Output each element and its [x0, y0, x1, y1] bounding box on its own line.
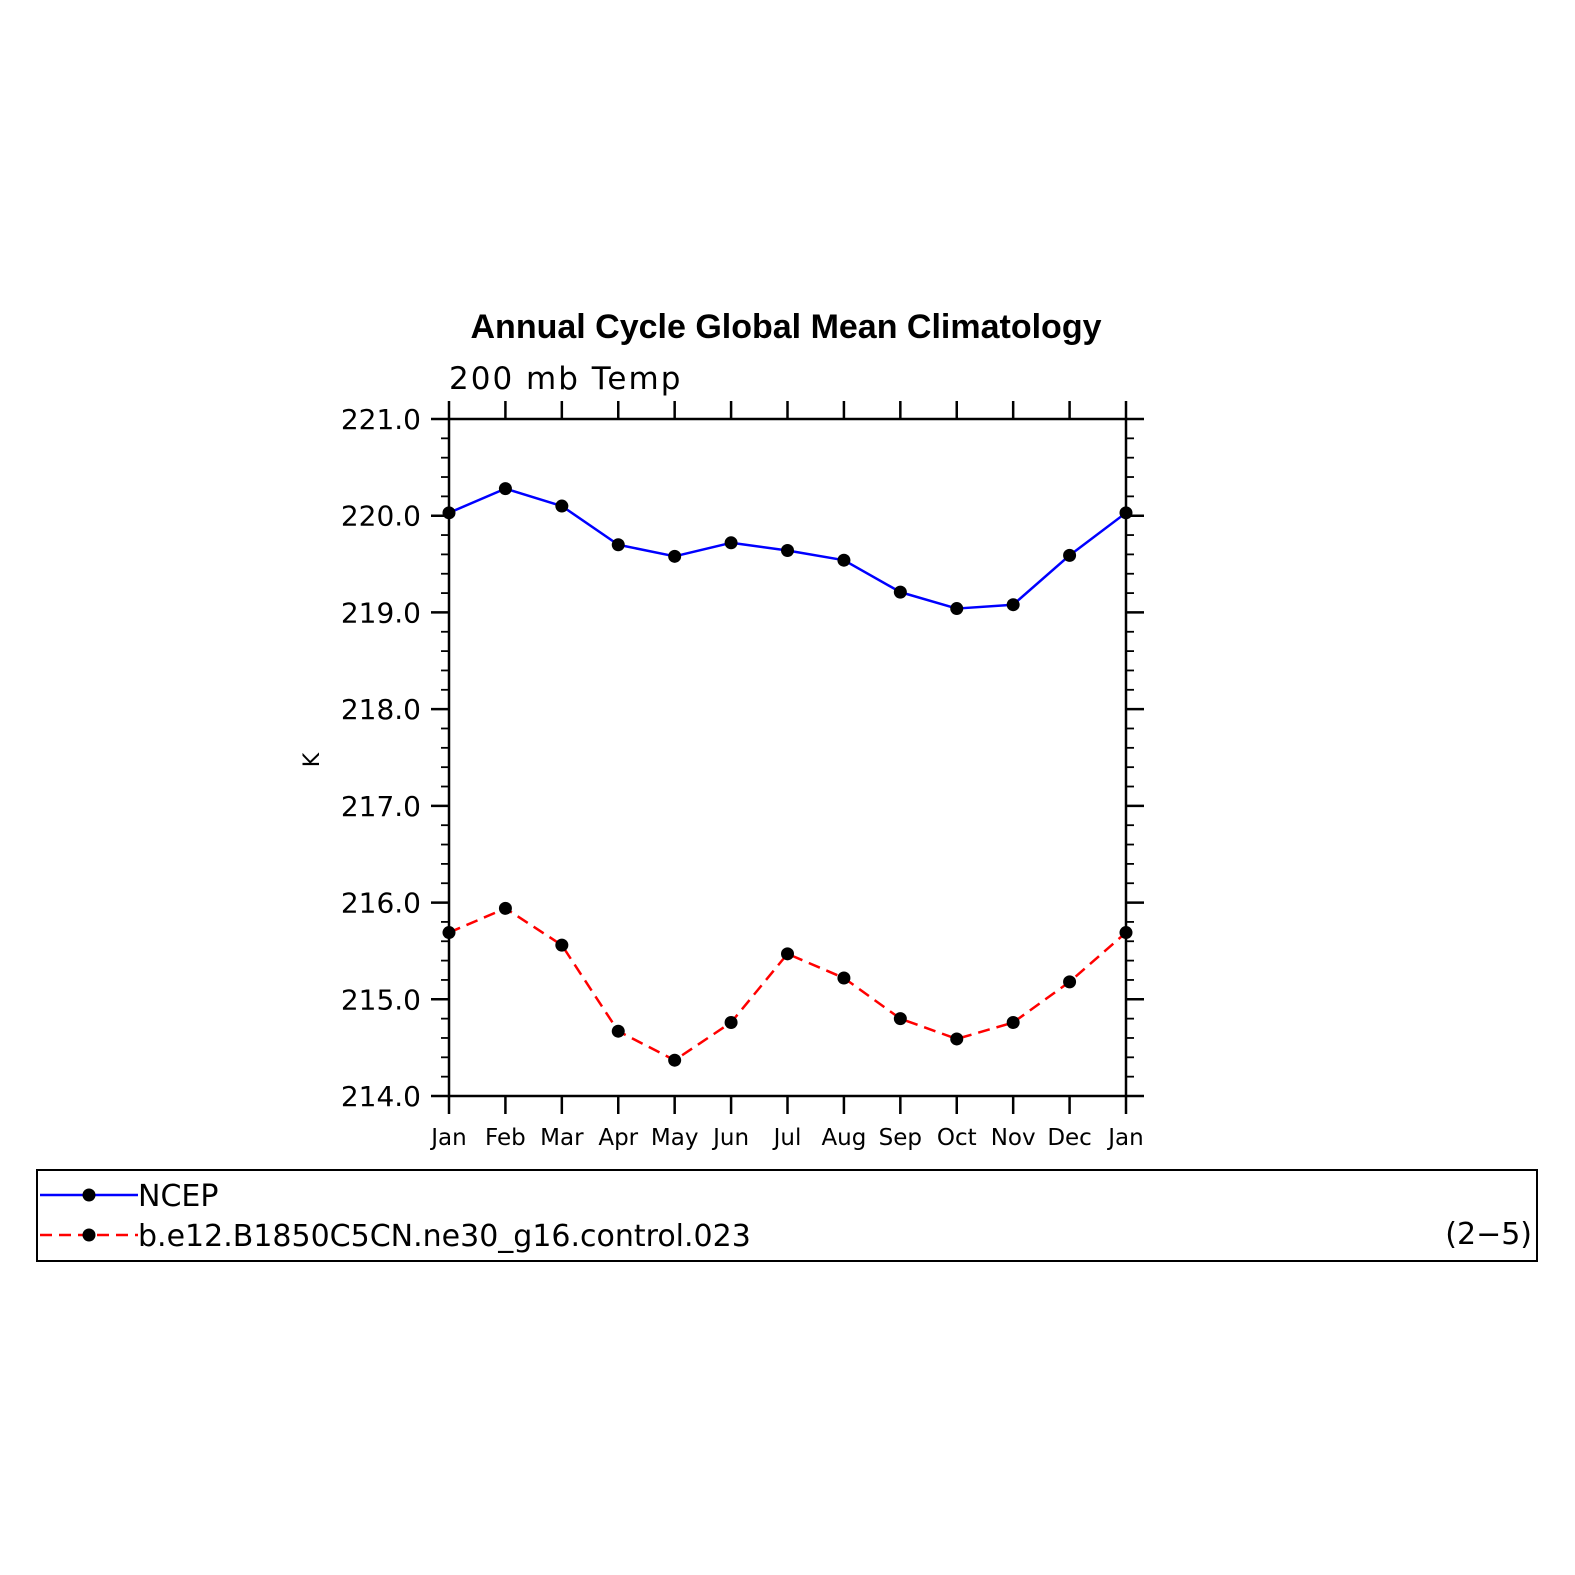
chart-subtitle: 200 mb Temp [449, 361, 682, 397]
series-2-point [668, 1053, 682, 1067]
y-tick-label: 215.0 [341, 983, 421, 1016]
legend-box [36, 1169, 1538, 1262]
x-tick-label: Jan [429, 1125, 466, 1151]
y-tick-label: 214.0 [341, 1080, 421, 1113]
x-tick-labels: Jan Feb Mar Apr May Jun Jul Aug Sep Oct Nov Dec Jan [429, 1125, 1143, 1151]
series-1-point [893, 585, 907, 599]
series-2-point [837, 971, 851, 985]
series-1-point [498, 482, 512, 496]
legend-marker-2 [82, 1228, 96, 1242]
x-tick-label: Dec [1047, 1125, 1092, 1151]
x-tick-label: May [651, 1125, 699, 1151]
panel-label: (2−5) [1445, 1217, 1532, 1252]
y-tick-label: 219.0 [341, 596, 421, 629]
x-tick-label: Apr [598, 1125, 638, 1151]
y-tick-label: 217.0 [341, 790, 421, 823]
x-tick-label: Mar [540, 1125, 584, 1151]
series-2-point [1119, 926, 1133, 940]
plot-axes [431, 401, 1144, 1114]
x-tick-label: Nov [991, 1125, 1036, 1151]
chart-title: Annual Cycle Global Mean Climatology [471, 308, 1102, 346]
series-2-point [893, 1012, 907, 1026]
x-tick-label: Oct [937, 1125, 977, 1151]
x-tick-label: Jun [711, 1125, 749, 1151]
y-tick-label: 221.0 [341, 403, 421, 436]
series-2-point [781, 947, 794, 961]
legend-label-1: NCEP [138, 1179, 218, 1214]
series-2-point [1063, 975, 1077, 989]
series-1-point [950, 602, 964, 616]
series-layer [442, 482, 1133, 1067]
y-tick-label: 216.0 [341, 887, 421, 920]
legend-marker-1 [82, 1188, 96, 1202]
y-tick-labels: 214.0 215.0 216.0 217.0 218.0 219.0 220.0 221.0 [341, 403, 421, 1113]
series-1-point [555, 499, 569, 513]
series-1-point [724, 536, 738, 550]
legend: NCEP b.e12.B1850C5CN.ne30_g16.control.023… [36, 1169, 1538, 1262]
x-tick-label: Jan [1106, 1125, 1143, 1151]
y-tick-label: 218.0 [341, 693, 421, 726]
series-2-point [724, 1015, 738, 1029]
series-1-point [837, 553, 851, 567]
y-tick-label: 220.0 [341, 500, 421, 533]
series-line-2 [448, 907, 1127, 1062]
series-1-point [668, 549, 682, 563]
x-tick-label: Aug [821, 1125, 866, 1151]
series-1-point [1063, 548, 1077, 562]
legend-label-2: b.e12.B1850C5CN.ne30_g16.control.023 [138, 1219, 751, 1254]
x-tick-label: Jul [772, 1125, 802, 1151]
series-1-point [442, 506, 456, 520]
series-2-point [498, 901, 512, 915]
series-2-point [555, 938, 569, 952]
x-tick-label: Sep [879, 1125, 922, 1151]
y-axis-label: K [300, 752, 325, 767]
plot-frame [447, 417, 1128, 1098]
series-2-point [442, 926, 456, 940]
legend-entries: NCEP b.e12.B1850C5CN.ne30_g16.control.023 [40, 1179, 751, 1254]
x-tick-label: Feb [485, 1125, 526, 1151]
series-2-point [611, 1024, 625, 1038]
series-1-point [1119, 506, 1133, 520]
series-1-point [781, 544, 794, 558]
series-1-point [1006, 598, 1020, 612]
series-2-point [1006, 1015, 1020, 1029]
series-1-point [611, 538, 625, 552]
series-2-point [950, 1032, 964, 1046]
